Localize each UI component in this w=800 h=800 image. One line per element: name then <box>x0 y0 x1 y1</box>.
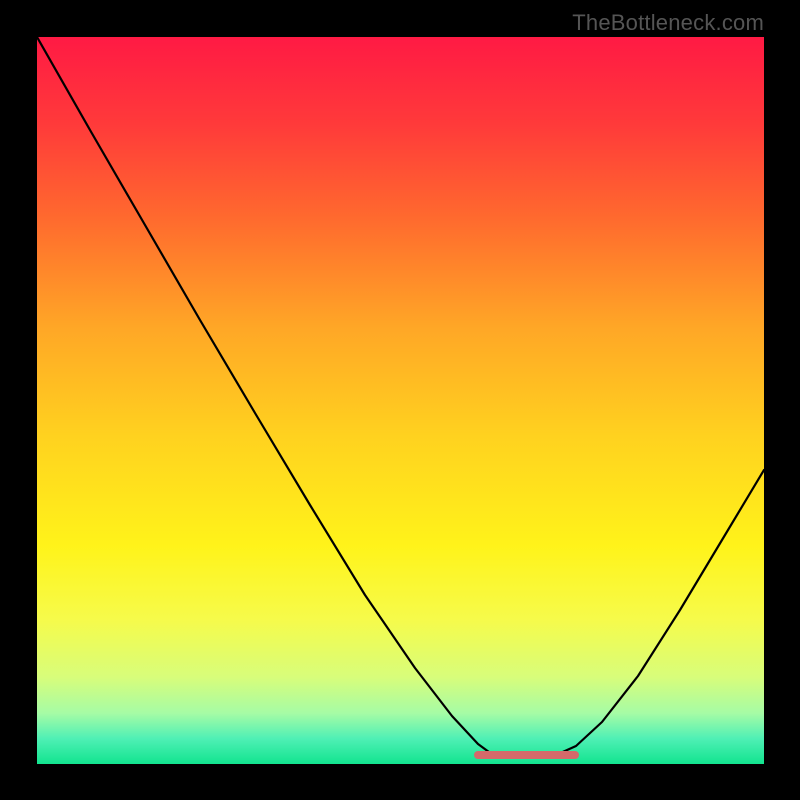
watermark-text: TheBottleneck.com <box>572 10 764 36</box>
chart-svg <box>37 37 764 764</box>
gradient-background <box>37 37 764 764</box>
plot-area <box>37 37 764 764</box>
